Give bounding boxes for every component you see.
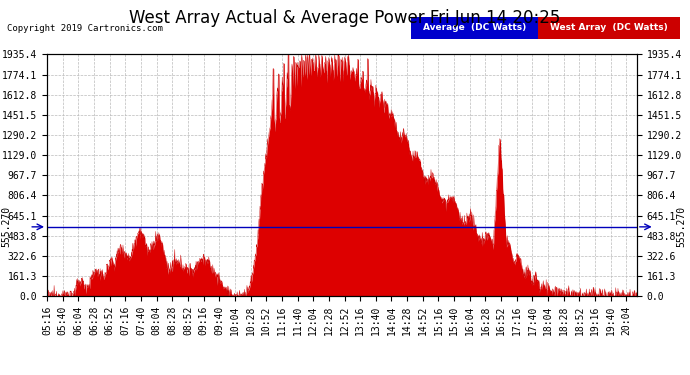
- Text: Average  (DC Watts): Average (DC Watts): [423, 23, 526, 32]
- Bar: [538, 17, 680, 39]
- Text: West Array  (DC Watts): West Array (DC Watts): [550, 23, 668, 32]
- Text: 555.270: 555.270: [676, 206, 686, 248]
- Text: West Array Actual & Average Power Fri Jun 14 20:25: West Array Actual & Average Power Fri Ju…: [129, 9, 561, 27]
- Text: 555.270: 555.270: [2, 206, 12, 248]
- Text: Copyright 2019 Cartronics.com: Copyright 2019 Cartronics.com: [7, 24, 163, 33]
- Bar: [411, 17, 538, 39]
